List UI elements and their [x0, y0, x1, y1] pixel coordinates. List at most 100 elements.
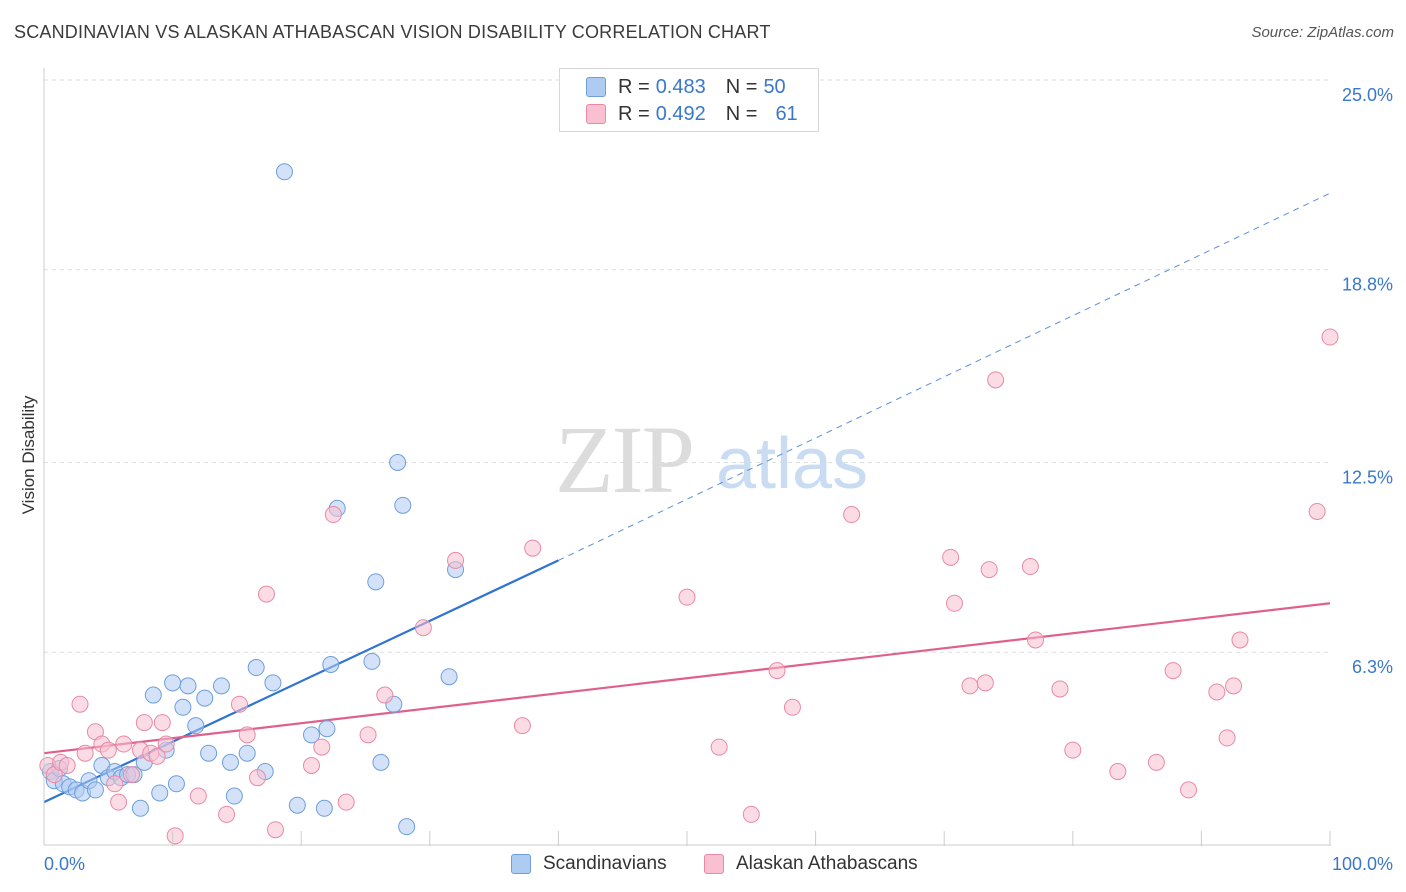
- scandinavian-point: [187, 717, 205, 735]
- athabascan-point: [1231, 631, 1249, 649]
- athabascan-point: [710, 738, 728, 756]
- legend-r-value: 0.483: [655, 75, 706, 98]
- athabascan-point: [153, 714, 171, 732]
- scandinavian-point: [288, 796, 306, 814]
- athabascan-point: [942, 548, 960, 566]
- trend-layer: [43, 192, 1331, 804]
- athabascan-point: [1180, 781, 1198, 799]
- athabascan-point: [980, 561, 998, 579]
- scandinavian-point: [394, 496, 412, 514]
- athabascan-point: [1027, 631, 1045, 649]
- watermark-atlas: atlas: [716, 424, 868, 504]
- athabascan-point: [324, 506, 342, 524]
- athabascan-point: [945, 594, 963, 612]
- scandinavian-point: [389, 454, 407, 471]
- bottom-legend-scandinavians: Scandinavians: [511, 850, 667, 878]
- scandinavian-point: [247, 659, 265, 677]
- scandinavian-point: [372, 753, 390, 771]
- scandinavian-point: [440, 668, 458, 686]
- scandinavian-point: [174, 698, 192, 716]
- legend-swatch-blue: [586, 77, 606, 97]
- athabascan-point: [1064, 741, 1082, 759]
- chart-title: SCANDINAVIAN VS ALASKAN ATHABASCAN VISIO…: [14, 22, 771, 42]
- watermark-zip: ZIP: [555, 406, 693, 513]
- scandinavian-point: [302, 726, 320, 744]
- athabascan-point: [302, 756, 320, 774]
- scandinavian-trendline-extension: [558, 192, 1331, 561]
- legend-r-value: 0.492: [655, 102, 706, 125]
- athabascan-point: [58, 756, 76, 774]
- scandinavian-point: [275, 163, 293, 181]
- athabascan-trendline: [43, 602, 1331, 755]
- athabascan-point: [71, 695, 89, 713]
- athabascan-point: [218, 805, 236, 823]
- scandinavian-point: [179, 677, 197, 695]
- legend-r-label: R =: [618, 75, 650, 98]
- athabascan-point: [122, 766, 140, 784]
- athabascan-point: [110, 793, 128, 811]
- athabascan-point: [1208, 683, 1226, 701]
- athabascan-point: [313, 738, 331, 756]
- athabascan-point: [157, 735, 175, 753]
- athabascan-point: [115, 735, 133, 753]
- athabascan-point: [1321, 328, 1339, 346]
- scandinavian-point: [318, 720, 336, 738]
- athabascan-point: [238, 726, 256, 744]
- athabascan-point: [976, 674, 994, 692]
- legend-n-value: 61: [775, 102, 798, 125]
- athabascan-point: [337, 793, 355, 811]
- bottom-legend-label: Alaskan Athabascans: [736, 853, 918, 874]
- scandinavian-point: [367, 573, 385, 591]
- scandinavian-point: [225, 787, 243, 805]
- athabascan-point: [678, 588, 696, 606]
- points-layer: [39, 163, 1339, 845]
- scandinavian-point: [212, 677, 230, 695]
- athabascan-point: [524, 539, 542, 557]
- athabascan-point: [257, 585, 275, 603]
- scandinavian-point: [131, 799, 149, 817]
- legend-n-value: 50: [763, 75, 786, 98]
- legend-row-scandinavians: R = 0.483 N = 50: [586, 75, 786, 99]
- bottom-legend-swatch-blue: [511, 854, 531, 874]
- athabascan-point: [1308, 502, 1326, 520]
- athabascan-point: [189, 787, 207, 805]
- athabascan-point: [248, 769, 266, 787]
- scandinavian-trendline: [43, 559, 559, 804]
- athabascan-point: [135, 714, 153, 732]
- scandinavian-point: [264, 674, 282, 692]
- scandinavian-point: [151, 784, 169, 802]
- grid-layer: [44, 79, 1330, 653]
- athabascan-point: [1218, 729, 1236, 747]
- legend-r-label: R =: [618, 102, 650, 125]
- scandinavian-point: [363, 652, 381, 670]
- y-tick-label: 12.5%: [1342, 468, 1393, 488]
- axis-layer: 6.3% 12.5% 18.8% 25.0% 0.0% 100.0%: [43, 68, 1393, 874]
- athabascan-point: [148, 747, 166, 765]
- legend-n-label: N =: [725, 75, 758, 98]
- scandinavian-point: [144, 686, 162, 704]
- athabascan-point: [961, 677, 979, 695]
- athabascan-point: [987, 371, 1005, 389]
- athabascan-point: [76, 744, 94, 762]
- athabascan-point: [414, 619, 432, 637]
- athabascan-point: [1225, 677, 1243, 695]
- source-label: Source: ZipAtlas.com: [1251, 24, 1394, 41]
- athabascan-point: [166, 827, 184, 845]
- scandinavian-point: [322, 655, 340, 673]
- athabascan-point: [106, 775, 124, 793]
- athabascan-point: [230, 695, 248, 713]
- scandinavian-point: [164, 674, 182, 692]
- correlation-legend: R = 0.483 N = 50 R = 0.492 N = 61: [559, 68, 819, 132]
- athabascan-point: [266, 821, 284, 839]
- watermark: ZIP atlas: [555, 406, 868, 513]
- scandinavian-point: [167, 775, 185, 793]
- scandinavian-point: [200, 744, 218, 762]
- legend-row-athabascans: R = 0.492 N = 61: [586, 102, 798, 126]
- athabascan-point: [1051, 680, 1069, 698]
- scandinavian-point: [221, 753, 239, 771]
- y-tick-label: 25.0%: [1342, 85, 1393, 105]
- y-axis-label: Vision Disability: [19, 395, 38, 514]
- bottom-legend-athabascans: Alaskan Athabascans: [704, 850, 918, 878]
- x-tick-label: 0.0%: [44, 854, 85, 874]
